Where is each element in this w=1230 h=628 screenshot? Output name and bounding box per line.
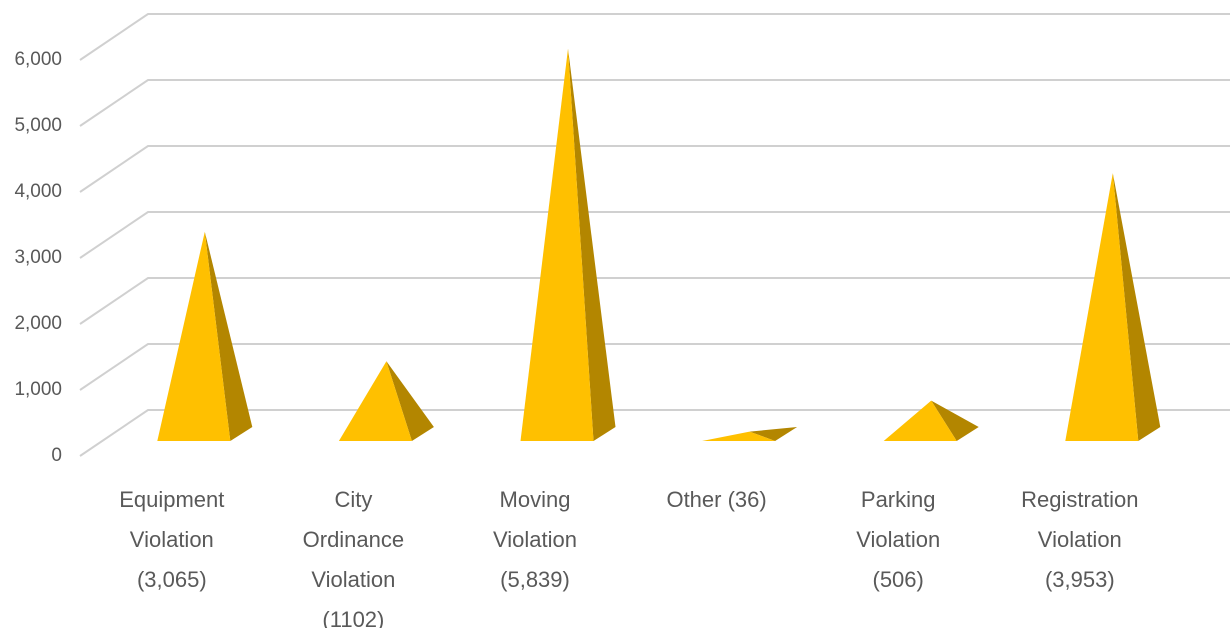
pyramid-side <box>568 48 616 441</box>
pyramid-front <box>883 400 957 441</box>
grid-line <box>79 409 1230 457</box>
pyramid-front <box>338 361 412 441</box>
pyramid-side <box>931 400 979 441</box>
grid-line <box>79 277 1230 325</box>
y-tick-label: 4,000 <box>14 181 62 202</box>
pyramid-front <box>157 231 231 441</box>
pyramid <box>1065 173 1161 442</box>
grid-line <box>79 211 1230 259</box>
pyramid <box>702 427 798 441</box>
y-tick-label: 2,000 <box>14 313 62 334</box>
y-tick-label: 0 <box>51 445 62 466</box>
pyramid <box>157 231 253 441</box>
x-tick-label: Parking Violation (506) <box>856 487 941 592</box>
pyramid <box>338 361 434 441</box>
x-tick-label: Moving Violation (5,839) <box>493 487 577 592</box>
y-tick-label: 5,000 <box>14 115 62 136</box>
pyramid <box>520 48 616 441</box>
y-tick-label: 6,000 <box>14 49 62 70</box>
x-tick-label: Other (36) <box>666 487 767 512</box>
pyramid-side <box>1112 173 1161 442</box>
y-tick-label: 3,000 <box>14 247 62 268</box>
pyramid <box>883 400 979 441</box>
pyramid-side <box>386 361 434 441</box>
grid-line <box>79 145 1230 193</box>
pyramid-front <box>520 48 594 441</box>
pyramid-side <box>749 427 798 441</box>
x-tick-label: Equipment Violation (3,065) <box>119 487 225 592</box>
grid-line <box>79 13 1230 61</box>
pyramid-front <box>702 431 776 441</box>
x-tick-label: City Ordinance Violation (1102) <box>302 487 405 628</box>
pyramid-front <box>1065 173 1139 442</box>
grid-line <box>79 79 1230 127</box>
grid-line <box>79 343 1230 391</box>
y-tick-label: 1,000 <box>14 379 62 400</box>
x-tick-label: Registration Violation (3,953) <box>1021 487 1139 592</box>
pyramid-side <box>204 231 253 441</box>
